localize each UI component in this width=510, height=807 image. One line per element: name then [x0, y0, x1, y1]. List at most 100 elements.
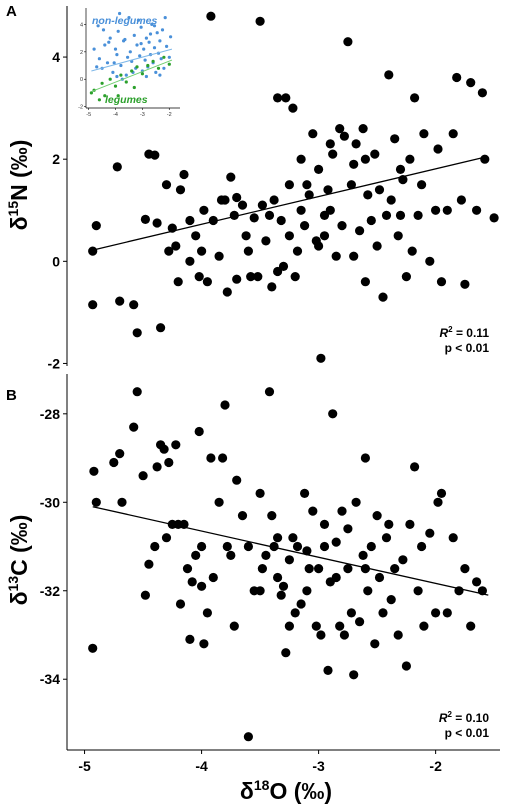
data-point — [466, 78, 476, 88]
inset-y-tick-label: -2 — [78, 105, 83, 111]
data-point — [269, 195, 279, 205]
inset-y-tick-label: 2 — [80, 50, 83, 56]
r2-annotation-a: R2 = 0.11 — [440, 325, 490, 340]
data-point — [410, 93, 420, 103]
data-point — [191, 231, 201, 241]
data-point — [150, 150, 160, 160]
data-point — [109, 457, 119, 468]
data-point — [417, 180, 427, 190]
inset-non-legume-point — [113, 47, 118, 51]
inset-legume-point — [162, 55, 166, 59]
data-point — [372, 241, 382, 251]
data-point — [89, 466, 99, 476]
data-point — [343, 524, 353, 534]
data-point — [288, 533, 298, 543]
inset-non-legume-point — [160, 28, 165, 32]
data-point — [288, 103, 298, 113]
inset-non-legume-point — [143, 58, 147, 62]
data-point — [292, 246, 303, 256]
data-point — [159, 444, 169, 454]
y-tick-label: 4 — [52, 49, 60, 65]
inset-legume-fit — [91, 59, 173, 93]
data-point — [269, 541, 279, 552]
data-point — [171, 440, 181, 450]
data-point — [267, 510, 277, 521]
data-point — [302, 546, 312, 556]
data-point — [152, 462, 162, 472]
inset-non-legume-point — [101, 28, 106, 32]
points-b — [88, 387, 487, 742]
data-point — [405, 154, 415, 164]
data-point — [246, 272, 256, 282]
x-axis-label: δ18O (‰) — [240, 777, 332, 804]
data-point — [264, 210, 275, 220]
data-point — [401, 272, 411, 282]
data-point — [363, 190, 373, 200]
data-point — [182, 564, 193, 574]
data-point — [115, 449, 125, 459]
data-point — [419, 129, 429, 139]
data-point — [351, 139, 361, 149]
data-point — [257, 200, 267, 210]
data-point — [343, 564, 353, 574]
data-point — [395, 210, 406, 220]
data-point — [316, 353, 326, 363]
data-point — [346, 608, 356, 618]
data-point — [185, 215, 195, 226]
data-point — [290, 608, 300, 618]
data-point — [175, 599, 186, 609]
data-point — [436, 488, 447, 498]
inset-legume-point — [132, 85, 136, 90]
data-point — [349, 670, 359, 680]
data-point — [255, 16, 265, 26]
data-point — [129, 422, 139, 432]
data-point — [323, 185, 333, 195]
inset-non-legume-point — [139, 25, 143, 29]
data-point — [112, 162, 122, 172]
inset-points — [89, 11, 173, 102]
data-point — [175, 185, 186, 195]
data-point — [304, 190, 314, 200]
inset-non-legume-point — [96, 24, 100, 28]
data-point — [284, 621, 294, 631]
data-point — [129, 300, 139, 310]
r2-annotation-b: R2 = 0.10 — [439, 710, 489, 725]
data-point — [264, 387, 275, 397]
inset-legumes-label: legumes — [105, 94, 148, 106]
data-point — [132, 387, 142, 397]
data-point — [360, 277, 370, 287]
inset-non-legume-point — [158, 73, 162, 77]
data-point — [273, 93, 283, 103]
data-point — [144, 559, 154, 569]
x-tick-label: -4 — [195, 758, 208, 774]
panel-label-b: B — [6, 387, 17, 404]
data-point — [88, 246, 98, 256]
data-point — [384, 70, 394, 80]
data-point — [370, 639, 380, 649]
data-point — [407, 246, 417, 256]
data-point — [237, 510, 248, 521]
data-point — [331, 537, 341, 547]
inset-non-legume-point — [159, 57, 163, 61]
inset-non-legume-point — [119, 63, 123, 68]
data-point — [358, 550, 368, 561]
inset-non-legume-point — [108, 36, 112, 40]
data-point — [417, 541, 427, 552]
inset-non-legume-point — [126, 55, 130, 59]
data-point — [237, 200, 248, 210]
data-point — [319, 541, 330, 552]
inset-legume-point — [103, 94, 107, 98]
data-point — [456, 195, 466, 205]
data-point — [328, 149, 338, 159]
data-point — [88, 643, 98, 653]
data-point — [197, 246, 207, 256]
data-point — [346, 180, 356, 190]
data-point — [343, 37, 353, 47]
data-point — [355, 617, 365, 627]
inset-non-legume-point — [167, 55, 171, 59]
data-point — [431, 205, 441, 215]
data-point — [366, 541, 376, 552]
data-point — [161, 180, 172, 190]
data-point — [191, 550, 201, 561]
data-point — [308, 129, 318, 139]
